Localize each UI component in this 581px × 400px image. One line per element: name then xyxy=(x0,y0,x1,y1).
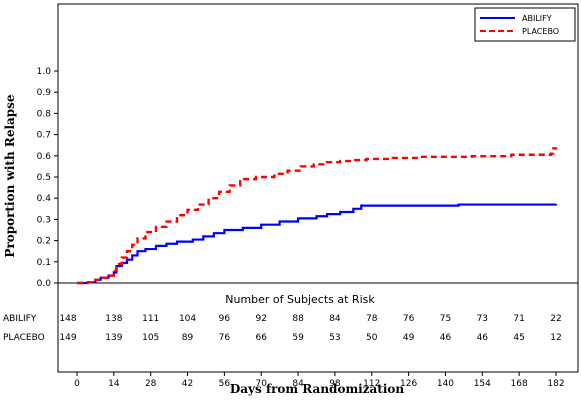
y-tick-label: 0.9 xyxy=(37,88,52,98)
risk-value: 46 xyxy=(477,333,489,343)
x-axis: 0 14 28 42 56 70 84 98 112 126 140 154 168 182 xyxy=(74,372,565,389)
series-line-abilify xyxy=(77,203,558,285)
y-tick-label: 0.6 xyxy=(37,152,52,162)
risk-value: 59 xyxy=(292,333,304,343)
y-tick-label: 0.4 xyxy=(37,194,52,204)
legend-label-abilify: ABILIFY xyxy=(522,14,552,23)
x-tick-label: 42 xyxy=(182,379,193,389)
x-tick-label: 56 xyxy=(219,379,231,389)
risk-value: 76 xyxy=(219,333,231,343)
risk-value: 76 xyxy=(403,314,415,324)
risk-value: 12 xyxy=(550,333,561,343)
risk-value: 88 xyxy=(292,314,304,324)
y-tick-label: 0.3 xyxy=(37,215,51,225)
plot-frame xyxy=(57,3,579,373)
x-tick-label: 112 xyxy=(363,379,380,389)
risk-value: 71 xyxy=(513,314,524,324)
x-tick-label: 28 xyxy=(145,379,157,389)
y-axis-title: Proportion with Relapse xyxy=(3,94,17,257)
x-tick-label: 0 xyxy=(74,379,80,389)
x-tick-label: 168 xyxy=(511,379,528,389)
risk-table: Number of Subjects at Risk ABILIFY 148 138… xyxy=(3,293,562,343)
x-tick-label: 14 xyxy=(108,379,120,389)
y-axis: 0.0 0.1 0.2 0.3 0.4 0.5 0.6 0.7 0.8 0.9 1.0 xyxy=(37,67,58,289)
y-tick-label: 0.5 xyxy=(37,173,51,183)
series-line-placebo xyxy=(77,147,558,285)
risk-value: 45 xyxy=(513,333,524,343)
y-tick-label: 0.1 xyxy=(37,258,51,268)
risk-value: 66 xyxy=(256,333,268,343)
risk-value: 105 xyxy=(142,333,159,343)
risk-value: 139 xyxy=(105,333,122,343)
legend-box xyxy=(474,7,576,42)
risk-table-title: Number of Subjects at Risk xyxy=(225,293,375,306)
y-tick-label: 0.8 xyxy=(37,109,52,119)
risk-value: 111 xyxy=(142,314,159,324)
x-tick-label: 70 xyxy=(256,379,268,389)
risk-value: 78 xyxy=(366,314,378,324)
risk-value: 104 xyxy=(179,314,196,324)
x-axis-title: Days from Randomization xyxy=(230,382,405,396)
risk-value: 46 xyxy=(440,333,452,343)
risk-row-label: ABILIFY xyxy=(3,314,37,324)
x-tick-label: 154 xyxy=(474,379,491,389)
y-tick-label: 0.0 xyxy=(37,279,52,289)
risk-value: 96 xyxy=(219,314,231,324)
y-tick-label: 1.0 xyxy=(37,67,52,77)
x-tick-label: 126 xyxy=(400,379,417,389)
x-tick-label: 98 xyxy=(329,379,341,389)
x-tick-label: 182 xyxy=(547,379,564,389)
risk-value: 149 xyxy=(59,333,76,343)
risk-row-label: PLACEBO xyxy=(3,333,45,343)
risk-value: 49 xyxy=(403,333,415,343)
risk-value: 92 xyxy=(256,314,267,324)
y-tick-label: 0.2 xyxy=(37,237,51,247)
x-tick-label: 140 xyxy=(437,379,454,389)
risk-value: 50 xyxy=(366,333,378,343)
risk-value: 89 xyxy=(182,333,194,343)
risk-value: 22 xyxy=(550,314,561,324)
x-tick-label: 84 xyxy=(292,379,304,389)
risk-value: 148 xyxy=(59,314,76,324)
legend-label-placebo: PLACEBO xyxy=(522,27,559,36)
y-tick-label: 0.7 xyxy=(37,131,51,141)
risk-value: 53 xyxy=(329,333,340,343)
series-layer xyxy=(77,147,558,285)
risk-value: 73 xyxy=(477,314,488,324)
risk-value: 84 xyxy=(329,314,341,324)
risk-value: 75 xyxy=(440,314,451,324)
legend: ABILIFY PLACEBO xyxy=(474,7,576,42)
risk-value: 138 xyxy=(105,314,122,324)
